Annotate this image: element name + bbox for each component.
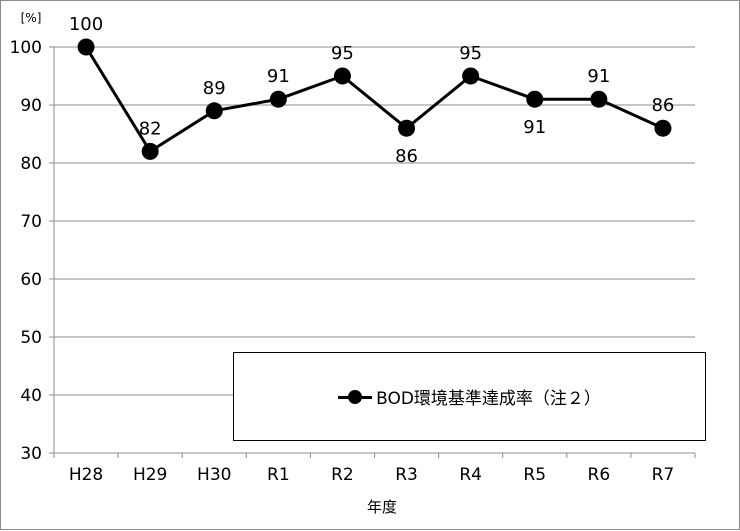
data-point — [205, 102, 223, 120]
data-point — [526, 90, 544, 108]
x-tick-labels: H28 H29 H30 R1 R2 R3 R4 R5 R6 R7 — [69, 465, 674, 485]
data-point — [333, 67, 351, 85]
axes — [49, 46, 696, 458]
data-labels: 100 82 89 91 95 86 95 91 91 86 — [69, 14, 675, 167]
data-label: 91 — [523, 117, 546, 138]
x-axis-title: 年度 — [367, 498, 397, 516]
data-point — [654, 119, 672, 137]
data-point — [462, 67, 480, 85]
y-tick-label: 30 — [20, 444, 42, 464]
y-tick-label: 60 — [20, 270, 42, 290]
data-label: 95 — [331, 43, 354, 64]
x-tick-label: H29 — [133, 465, 167, 485]
gridlines — [54, 46, 695, 396]
legend-marker-icon — [338, 389, 373, 404]
y-tick-label: 90 — [20, 96, 42, 116]
data-point — [141, 142, 159, 160]
x-tick-label: R2 — [331, 465, 354, 485]
data-point — [77, 38, 95, 56]
x-tick-label: R6 — [588, 465, 611, 485]
y-tick-label: 40 — [20, 386, 42, 406]
data-label: 100 — [69, 14, 103, 35]
x-tick-label: R4 — [459, 465, 482, 485]
series-path — [84, 46, 664, 153]
x-tick-label: R7 — [652, 465, 675, 485]
series-line — [77, 38, 672, 160]
data-label: 82 — [139, 118, 162, 139]
y-tick-label: 100 — [10, 38, 42, 58]
legend: BOD環境基準達成率（注２） — [233, 352, 706, 441]
data-label: 86 — [651, 95, 674, 116]
x-tick-label: R5 — [523, 465, 546, 485]
y-tick-label: 80 — [20, 154, 42, 174]
data-label: 91 — [267, 66, 290, 87]
y-unit-label: [%] — [21, 11, 42, 25]
x-tick-label: H30 — [197, 465, 231, 485]
x-tick-label: H28 — [69, 465, 103, 485]
data-label: 95 — [459, 43, 482, 64]
data-label: 89 — [203, 78, 226, 99]
y-tick-labels: 30 40 50 60 70 80 90 100 — [10, 38, 42, 464]
legend-label: BOD環境基準達成率（注２） — [376, 389, 601, 409]
data-point — [590, 90, 608, 108]
x-tick-label: R1 — [267, 465, 290, 485]
data-point — [398, 119, 416, 137]
y-tick-label: 50 — [20, 328, 42, 348]
data-point — [269, 90, 287, 108]
y-tick-label: 70 — [20, 212, 42, 232]
x-tick-label: R3 — [395, 465, 418, 485]
data-label: 86 — [395, 146, 418, 167]
data-label: 91 — [587, 66, 610, 87]
